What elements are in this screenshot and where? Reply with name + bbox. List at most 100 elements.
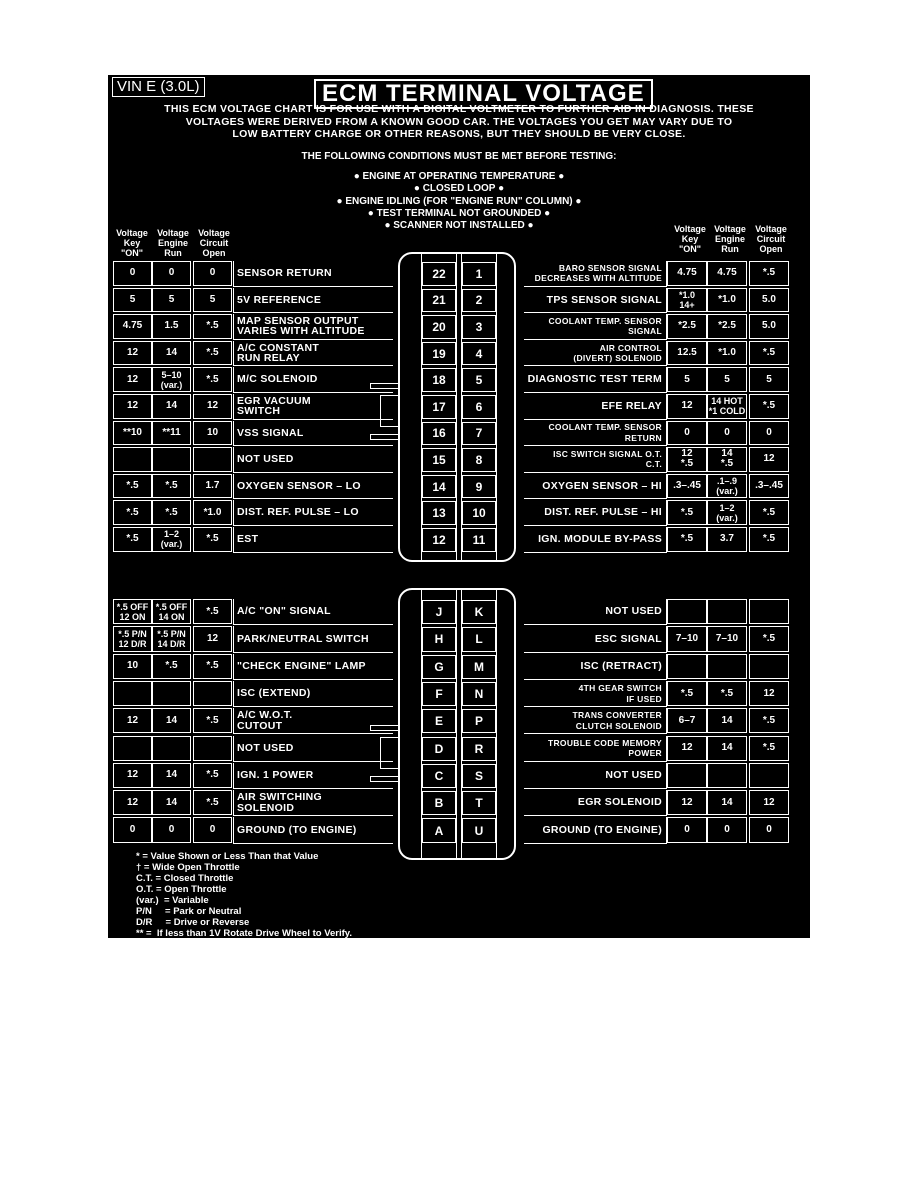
pin-12: 12 [422,528,456,552]
voltage-cell-engine-run: 1–2 (var.) [152,527,191,552]
voltage-cell-key-on [113,680,152,707]
voltage-cell-engine-run: *1.0 [707,287,747,313]
voltage-cell-key-on: 6–7 [667,708,707,734]
voltage-cell-circuit-open [749,599,789,625]
voltage-cell-key-on: 4.75 [113,314,152,339]
voltage-cell-key-on: *.5 [113,473,152,499]
intro-line: THIS ECM VOLTAGE CHART IS FOR USE WITH A… [164,103,754,115]
voltage-cell-engine-run: 1.5 [152,314,191,339]
conditions-list: ● ENGINE AT OPERATING TEMPERATURE ● ● CL… [108,171,810,232]
terminal-label: NOT USED [233,735,393,762]
left-header-circuit-open: Voltage Circuit Open [198,228,230,258]
voltage-cell-engine-run [707,599,747,625]
voltage-cell-circuit-open: 5.0 [749,314,789,339]
legend-item: O.T. = Open Throttle [136,884,227,895]
legend: * = Value Shown or Less Than that Value … [136,851,352,938]
pin-K: K [462,600,496,625]
voltage-cell-circuit-open [749,653,789,679]
ecm-voltage-chart: VIN E (3.0L) ECM TERMINAL VOLTAGE THIS E… [108,75,810,938]
voltage-cell-key-on: 0 [667,420,707,446]
pin-E: E [422,709,456,734]
terminal-label: ESC SIGNAL [524,626,667,653]
connector-key [370,433,400,440]
condition-item: ● ENGINE AT OPERATING TEMPERATURE ● [353,171,565,182]
voltage-cell-circuit-open [193,680,232,707]
voltage-cell-circuit-open: 0 [749,420,789,446]
voltage-cell-circuit-open [193,447,232,472]
pin-1: 1 [462,262,496,286]
terminal-label: "CHECK ENGINE" LAMP [233,653,393,680]
voltage-cell-key-on: *.5 [667,527,707,552]
terminal-label: EGR SOLENOID [524,790,667,817]
terminal-label: PARK/NEUTRAL SWITCH [233,626,393,653]
terminal-label: SENSOR RETURN [233,261,393,287]
pin-3: 3 [462,315,496,339]
pin-20: 20 [422,315,456,339]
right-header-circuit-open: Voltage Circuit Open [755,224,787,254]
left-header-key-on: Voltage Key "ON" [116,228,148,258]
voltage-cell-engine-run: 0 [152,817,191,843]
terminal-label: AIR SWITCHING SOLENOID [233,790,393,817]
voltage-cell-key-on: 12 [113,367,152,392]
terminal-label: DIST. REF. PULSE – HI [524,500,667,526]
voltage-cell-circuit-open: 10 [193,420,232,446]
voltage-cell-key-on: 12 [667,394,707,419]
voltage-cell-circuit-open: *.5 [749,261,789,286]
pin-11: 11 [462,528,496,552]
legend-item: † = Wide Open Throttle [136,862,240,873]
voltage-cell-key-on: 0 [113,817,152,843]
pin-L: L [462,627,496,652]
terminal-label: DIST. REF. PULSE – LO [233,500,393,526]
voltage-cell-engine-run: *.5 P/N 14 D/R [152,626,191,652]
terminal-label: VSS SIGNAL [233,420,393,447]
pin-column [461,252,497,562]
voltage-cell-circuit-open: *.5 [749,394,789,419]
terminal-label: ISC (EXTEND) [233,680,393,708]
connector-key [380,395,400,428]
voltage-cell-circuit-open: 1.7 [193,473,232,499]
voltage-cell-circuit-open [193,735,232,761]
connector-outline [398,588,516,860]
voltage-cell-key-on: *.5 [667,500,707,525]
voltage-cell-engine-run: **11 [152,420,191,446]
voltage-cell-engine-run: 14 [152,708,191,734]
voltage-cell-circuit-open: 0 [193,817,232,843]
voltage-cell-circuit-open: 0 [749,817,789,843]
terminal-label: TRANS CONVERTER CLUTCH SOLENOID [524,708,667,735]
connector-key [380,736,400,770]
voltage-cell-key-on: 12 [667,735,707,761]
voltage-cell-key-on: 10 [113,653,152,679]
voltage-cell-key-on: 12 [113,762,152,789]
voltage-cell-key-on: 12 [113,394,152,419]
pin-G: G [422,654,456,679]
voltage-cell-engine-run [152,735,191,761]
terminal-label: 4TH GEAR SWITCH IF USED [524,680,667,708]
voltage-cell-engine-run: 14 [707,735,747,761]
voltage-cell-engine-run: 0 [707,420,747,446]
voltage-cell-key-on: *.5 OFF 12 ON [113,599,152,625]
voltage-cell-engine-run: 14 [152,340,191,366]
voltage-cell-key-on: 0 [113,261,152,286]
terminal-label: OXYGEN SENSOR – HI [524,473,667,500]
pin-D: D [422,736,456,761]
voltage-cell-engine-run: 14 [152,762,191,789]
terminal-label: 5V REFERENCE [233,287,393,314]
terminal-label: COOLANT TEMP. SENSOR RETURN [524,420,667,447]
voltage-cell-key-on: *.5 P/N 12 D/R [113,626,152,652]
right-header-key-on: Voltage Key "ON" [674,224,706,254]
voltage-cell-key-on: 12 *.5 [667,447,707,472]
pin-U: U [462,818,496,843]
terminal-label: NOT USED [233,447,393,473]
chart-title: ECM TERMINAL VOLTAGE [314,79,653,109]
voltage-cell-key-on: 12 [113,790,152,816]
pin-4: 4 [462,341,496,366]
voltage-cell-engine-run: 4.75 [707,261,747,286]
legend-item: D/R = Drive or Reverse [136,917,250,928]
terminal-label: OXYGEN SENSOR – LO [233,473,393,500]
terminal-label: IGN. 1 POWER [233,762,393,790]
voltage-cell-engine-run: 14 HOT *1 COLD [707,394,747,419]
pin-R: R [462,736,496,761]
voltage-cell-circuit-open: *.5 [749,626,789,652]
voltage-cell-circuit-open: 12 [193,626,232,652]
pin-10: 10 [462,501,496,525]
